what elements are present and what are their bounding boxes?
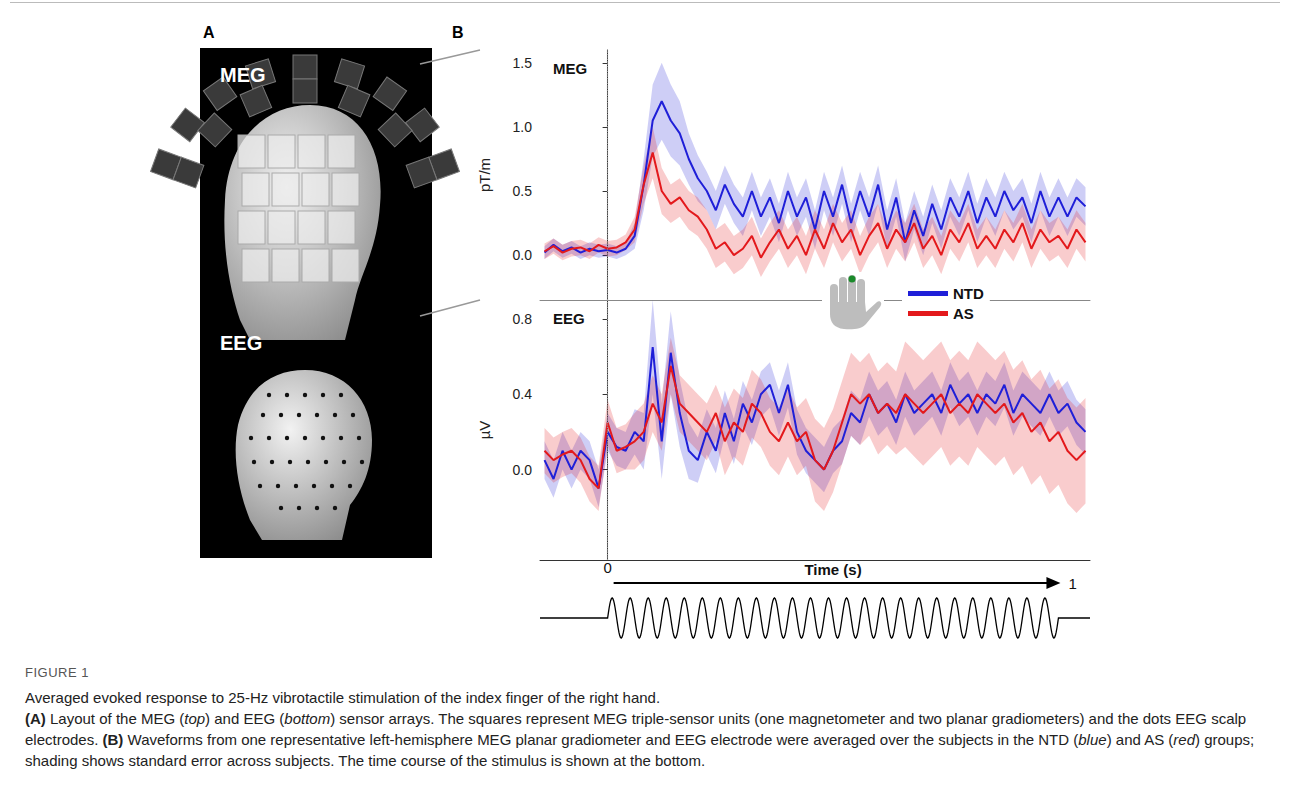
svg-text:MEG: MEG bbox=[553, 60, 587, 77]
svg-text:pT/m: pT/m bbox=[476, 158, 493, 192]
svg-text:1.5: 1.5 bbox=[513, 55, 533, 71]
svg-text:0.0: 0.0 bbox=[513, 247, 533, 263]
svg-text:AS: AS bbox=[953, 305, 974, 322]
svg-text:0.8: 0.8 bbox=[513, 311, 533, 327]
svg-text:A: A bbox=[203, 24, 215, 41]
svg-text:µV: µV bbox=[476, 421, 493, 440]
svg-text:1: 1 bbox=[1068, 575, 1076, 592]
svg-text:NTD: NTD bbox=[953, 285, 984, 302]
svg-text:0.5: 0.5 bbox=[513, 183, 533, 199]
html-text:(A) Layout of the MEG (top) an: (A) Layout of the MEG (top) and EEG (bot… bbox=[25, 710, 1255, 769]
svg-text:1.0: 1.0 bbox=[513, 119, 533, 135]
html-text:FIGURE 1: FIGURE 1 bbox=[25, 665, 89, 680]
svg-text:0: 0 bbox=[603, 559, 611, 576]
svg-text:EEG: EEG bbox=[220, 332, 262, 354]
html-text:Averaged evoked response to 25: Averaged evoked response to 25-Hz vibrot… bbox=[25, 689, 661, 706]
svg-text:B: B bbox=[452, 24, 464, 41]
svg-text:Time (s): Time (s) bbox=[804, 561, 861, 578]
svg-text:EEG: EEG bbox=[553, 310, 585, 327]
svg-text:0.4: 0.4 bbox=[513, 386, 533, 402]
svg-text:0.0: 0.0 bbox=[513, 462, 533, 478]
svg-text:MEG: MEG bbox=[220, 64, 266, 86]
